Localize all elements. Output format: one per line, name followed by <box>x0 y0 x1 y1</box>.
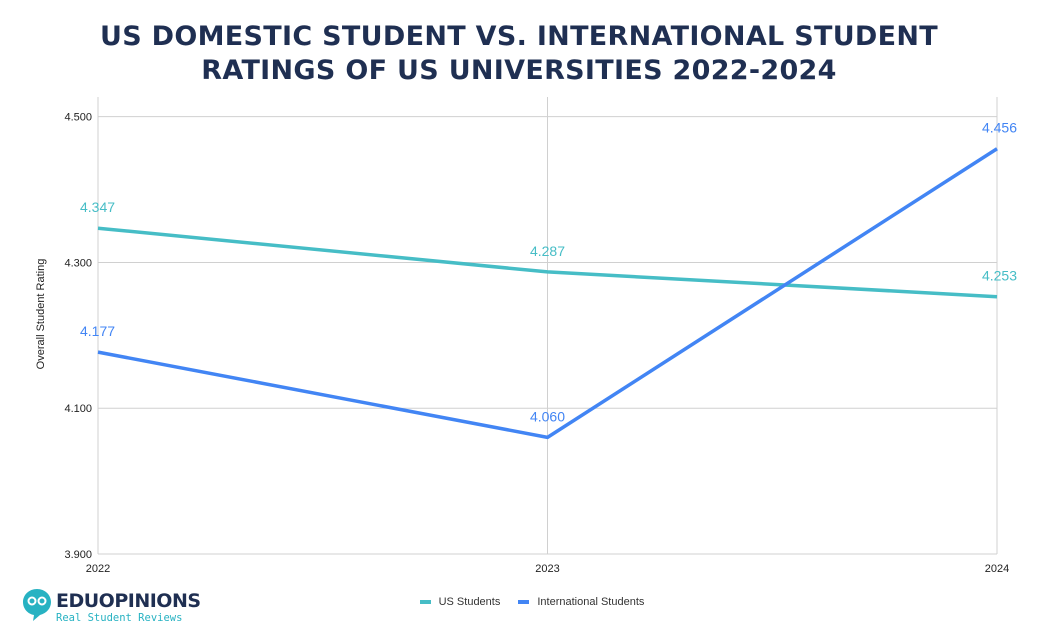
title-line-2: RATINGS OF US UNIVERSITIES 2022-2024 <box>201 55 837 86</box>
y-tick-label: 3.900 <box>64 549 92 561</box>
legend-item-us-students: US Students <box>419 596 501 608</box>
data-label: 4.253 <box>982 268 1017 284</box>
eduopinions-logo-icon <box>23 589 51 621</box>
series-line-us-students <box>97 226 998 299</box>
legend: US Students International Students <box>0 596 1038 608</box>
x-tick-label: 2024 <box>985 563 1009 575</box>
series-line-international-students <box>97 147 998 440</box>
legend-item-international-students: International Students <box>518 596 644 608</box>
brand-tagline: Real Student Reviews <box>56 612 183 624</box>
legend-swatch <box>419 600 431 604</box>
data-label: 4.287 <box>530 243 565 259</box>
data-label: 4.456 <box>982 120 1017 136</box>
x-tick-label: 2023 <box>535 563 559 575</box>
title-line-1: US DOMESTIC STUDENT VS. INTERNATIONAL ST… <box>100 21 938 52</box>
y-tick-label: 4.300 <box>64 257 92 269</box>
x-tick-label: 2022 <box>86 563 110 575</box>
chart-title: US DOMESTIC STUDENT VS. INTERNATIONAL ST… <box>0 20 1038 88</box>
data-label: 4.347 <box>80 199 115 215</box>
legend-swatch <box>518 600 530 604</box>
y-tick-label: 4.500 <box>64 112 92 124</box>
y-tick-label: 4.100 <box>64 403 92 415</box>
data-label: 4.060 <box>530 408 565 424</box>
data-label: 4.177 <box>80 323 115 339</box>
y-axis-label: Overall Student Rating <box>35 259 47 370</box>
legend-label: International Students <box>537 596 645 608</box>
legend-label: US Students <box>438 596 501 608</box>
brand-name: EDUOPINIONS <box>56 590 201 612</box>
